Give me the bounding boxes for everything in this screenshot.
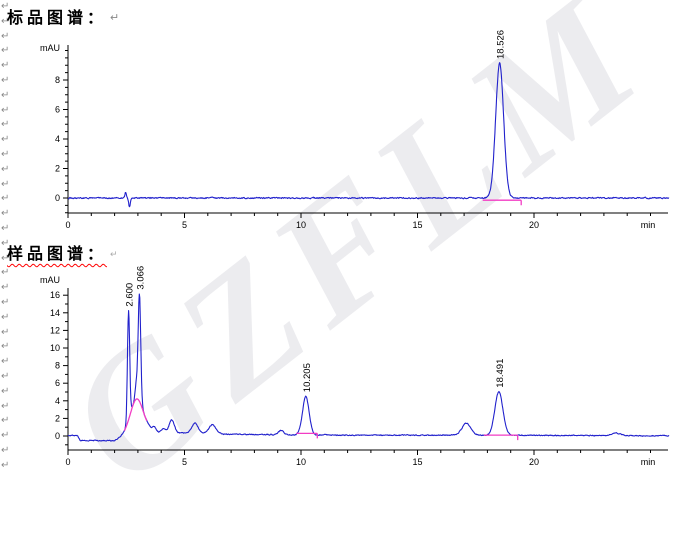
svg-text:16: 16 [50, 290, 60, 300]
section-title-standard: 标品图谱： ↵ [7, 4, 119, 28]
return-mark: ↵ [110, 12, 120, 24]
peak-label: 2.600 [125, 283, 136, 307]
svg-text:5: 5 [182, 220, 187, 230]
return-mark: ↵ [1, 134, 10, 146]
return-mark: ↵ [1, 75, 10, 86]
svg-text:mAU: mAU [40, 275, 60, 285]
svg-text:0: 0 [65, 457, 70, 467]
svg-text:20: 20 [529, 457, 539, 467]
return-mark: ↵ [1, 208, 10, 220]
svg-text:5: 5 [182, 457, 187, 467]
return-mark: ↵ [1, 400, 10, 412]
svg-text:4: 4 [55, 396, 60, 406]
peak-label: 18.491 [495, 359, 506, 388]
peak-label: 18.526 [496, 30, 507, 59]
return-mark: ↵ [1, 430, 10, 442]
standard-chromatogram: 0 2 4 6 8 0 5 10 15 20 min mAU 18.526 [40, 30, 670, 230]
svg-text:10: 10 [50, 343, 60, 353]
return-mark: ↵ [1, 282, 10, 294]
return-mark: ↵ [1, 223, 10, 234]
return-mark: ↵ [110, 249, 118, 259]
document-page: { "page": {"background": "#ffffff"}, "wa… [0, 0, 675, 519]
return-mark: ↵ [1, 445, 10, 456]
section-title-sample-text: 样品图谱： [7, 246, 108, 263]
return-mark: ↵ [1, 311, 10, 323]
svg-text:6: 6 [55, 378, 60, 388]
svg-text:10: 10 [296, 220, 306, 230]
return-mark: ↵ [1, 385, 10, 397]
svg-text:min: min [641, 220, 656, 230]
return-mark: ↵ [1, 252, 10, 264]
section-title-standard-text: 标品图谱： [7, 10, 108, 27]
svg-text:mAU: mAU [40, 43, 60, 53]
return-mark: ↵ [1, 356, 10, 368]
return-mark: ↵ [1, 415, 10, 427]
svg-text:2: 2 [55, 164, 60, 174]
return-mark: ↵ [1, 237, 10, 249]
return-mark: ↵ [1, 459, 10, 471]
return-mark: ↵ [1, 163, 10, 175]
return-mark: ↵ [1, 326, 10, 338]
return-mark: ↵ [1, 15, 10, 27]
svg-text:15: 15 [412, 220, 422, 230]
paragraph-marks-column: ↵ ↵ ↵ ↵ ↵ ↵ ↵ ↵ ↵ ↵ ↵ ↵ ↵ ↵ ↵ ↵ ↵ ↵ ↵ ↵ ↵ ↵ ↵ ↵ ↵ ↵ ↵ ↵ ↵ ↵ ↵ ↵ [0, 0, 14, 472]
svg-text:10: 10 [296, 457, 306, 467]
return-mark: ↵ [1, 104, 10, 116]
svg-text:2: 2 [55, 413, 60, 423]
svg-text:20: 20 [529, 220, 539, 230]
svg-text:14: 14 [50, 308, 60, 318]
svg-text:8: 8 [55, 361, 60, 371]
return-mark: ↵ [1, 1, 10, 12]
return-mark: ↵ [1, 149, 10, 160]
return-mark: ↵ [1, 297, 10, 308]
svg-text:0: 0 [65, 220, 70, 230]
return-mark: ↵ [1, 193, 10, 205]
section-title-sample: 样品图谱： ↵ [7, 240, 118, 264]
return-mark: ↵ [1, 341, 10, 353]
return-mark: ↵ [1, 60, 10, 72]
svg-text:6: 6 [55, 105, 60, 115]
peak-label: 3.066 [135, 266, 146, 290]
svg-text:12: 12 [50, 325, 60, 335]
svg-text:0: 0 [55, 193, 60, 203]
svg-text:0: 0 [55, 431, 60, 441]
svg-text:8: 8 [55, 75, 60, 85]
peak-label: 10.205 [302, 363, 313, 392]
return-mark: ↵ [1, 89, 10, 101]
return-mark: ↵ [1, 30, 10, 42]
return-mark: ↵ [1, 178, 10, 190]
svg-text:4: 4 [55, 134, 60, 144]
svg-text:15: 15 [412, 457, 422, 467]
svg-text:min: min [641, 457, 656, 467]
return-mark: ↵ [1, 267, 10, 279]
return-mark: ↵ [1, 45, 10, 57]
return-mark: ↵ [1, 119, 10, 131]
return-mark: ↵ [1, 371, 10, 382]
